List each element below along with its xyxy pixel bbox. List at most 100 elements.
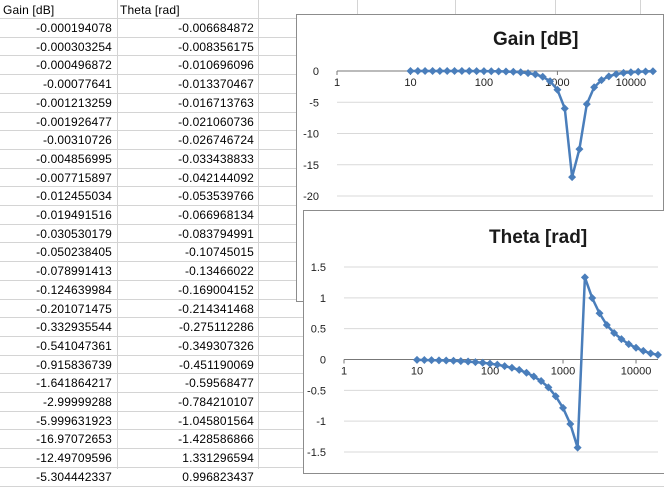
data-point xyxy=(573,443,582,452)
gain-cell[interactable]: -0.915836739 xyxy=(36,357,112,372)
theta-cell[interactable]: -0.042144092 xyxy=(178,170,254,185)
theta-cell[interactable]: -0.451190069 xyxy=(179,357,254,372)
data-point xyxy=(602,320,611,329)
data-point xyxy=(434,356,443,365)
data-point xyxy=(546,77,555,86)
x-tick-label: 1000 xyxy=(551,366,575,378)
theta-cell[interactable]: 1.331296594 xyxy=(182,451,254,466)
gain-cell[interactable]: -0.001213259 xyxy=(36,95,112,110)
theta-cell[interactable]: -0.066968134 xyxy=(178,208,254,222)
data-point xyxy=(653,350,662,359)
gain-cell[interactable]: -0.124639984 xyxy=(36,282,112,297)
y-tick-label: 0.5 xyxy=(311,324,326,336)
theta-chart[interactable]: Theta [rad] 1.5 1 0.5 0 -0.5 -1 -1.5 1 10 100 1000… xyxy=(303,210,664,474)
data-point xyxy=(641,67,650,76)
gain-cell[interactable]: -0.00310726 xyxy=(42,133,112,148)
data-point xyxy=(507,363,516,372)
data-point xyxy=(646,349,655,358)
data-point xyxy=(442,356,451,365)
data-point xyxy=(524,69,533,78)
data-point xyxy=(612,70,621,79)
y-tick-label: -15 xyxy=(303,160,319,172)
header-gain[interactable]: Gain [dB] xyxy=(3,3,55,17)
data-point xyxy=(427,356,436,365)
gain-cell[interactable]: -0.000303254 xyxy=(36,39,112,54)
x-tick-label: 10 xyxy=(411,366,423,378)
gain-cell[interactable]: -0.012455034 xyxy=(36,189,112,204)
data-point xyxy=(559,403,568,412)
data-point xyxy=(500,362,509,371)
data-point xyxy=(443,67,452,76)
theta-cell[interactable]: -1.045801564 xyxy=(178,413,254,428)
grid-column-line xyxy=(117,0,118,469)
theta-cell[interactable]: -0.016713763 xyxy=(178,95,254,110)
gain-cell[interactable]: -0.001926477 xyxy=(36,114,112,129)
y-tick-label: -10 xyxy=(303,129,319,141)
data-point xyxy=(435,67,444,76)
data-point xyxy=(560,104,569,113)
theta-cell[interactable]: -0.026746724 xyxy=(178,133,254,148)
gain-cell[interactable]: -0.000194078 xyxy=(36,21,112,35)
data-point xyxy=(582,100,591,109)
theta-cell[interactable]: -0.13466022 xyxy=(184,264,254,279)
data-point xyxy=(509,67,518,76)
data-point xyxy=(639,346,648,355)
data-point xyxy=(597,76,606,85)
theta-cell[interactable]: -0.169004152 xyxy=(178,282,254,297)
theta-cell[interactable]: -0.214341468 xyxy=(178,301,254,316)
data-point xyxy=(464,357,473,366)
gain-cell[interactable]: -0.050238405 xyxy=(36,245,112,260)
theta-cell[interactable]: -0.033438833 xyxy=(178,151,254,166)
theta-cell[interactable]: -1.428586866 xyxy=(178,432,254,447)
data-point xyxy=(626,68,635,77)
gain-cell[interactable]: -0.004856995 xyxy=(36,151,112,166)
gain-cell[interactable]: -0.00077641 xyxy=(42,77,112,92)
theta-cell[interactable]: -0.349307326 xyxy=(178,338,254,353)
data-point xyxy=(494,67,503,76)
theta-chart-title: Theta [rad] xyxy=(489,227,588,248)
gain-cell[interactable]: -0.019491516 xyxy=(36,208,112,222)
x-tick-label: 1 xyxy=(341,366,347,378)
gain-chart-title: Gain [dB] xyxy=(493,29,579,50)
theta-cell[interactable]: -0.010696096 xyxy=(178,58,254,73)
data-point xyxy=(479,67,488,76)
gain-cell[interactable]: -0.078991413 xyxy=(36,264,112,279)
data-point xyxy=(472,67,481,76)
gain-cell[interactable]: -5.999631923 xyxy=(36,413,112,428)
data-point xyxy=(486,359,495,368)
gain-cell[interactable]: -5.304442337 xyxy=(36,469,112,484)
theta-cell[interactable]: -0.10745015 xyxy=(184,245,254,260)
gain-cell[interactable]: -16.97072653 xyxy=(36,432,112,447)
data-point xyxy=(604,72,613,81)
x-tick-label: 10000 xyxy=(616,77,647,89)
gain-cell[interactable]: -0.201071475 xyxy=(36,301,112,316)
gain-cell[interactable]: -12.49709596 xyxy=(36,451,112,466)
gain-cell[interactable]: -0.332935544 xyxy=(36,320,112,335)
gain-cell[interactable]: -2.99999288 xyxy=(42,395,112,409)
gain-cell[interactable]: -0.030530179 xyxy=(36,226,112,241)
gain-cell[interactable]: -1.641864217 xyxy=(36,376,112,391)
theta-cell[interactable]: -0.784210107 xyxy=(178,395,254,409)
theta-cell[interactable]: -0.021060736 xyxy=(178,114,254,129)
theta-cell[interactable]: -0.006684872 xyxy=(178,21,254,35)
x-tick-label: 100 xyxy=(481,366,499,378)
gain-cell[interactable]: -0.541047361 xyxy=(36,338,112,353)
y-tick-label: -20 xyxy=(303,191,319,203)
data-point xyxy=(471,358,480,367)
theta-cell[interactable]: -0.083794991 xyxy=(178,226,254,241)
x-tick-label: 1 xyxy=(334,77,340,89)
theta-cell[interactable]: -0.013370467 xyxy=(178,77,254,92)
theta-cell[interactable]: -0.275112286 xyxy=(179,320,254,335)
theta-cell[interactable]: 0.996823437 xyxy=(182,469,254,484)
gain-cell[interactable]: -0.007715897 xyxy=(36,170,112,185)
data-point xyxy=(648,67,657,76)
data-point xyxy=(575,145,584,154)
theta-cell[interactable]: -0.59568477 xyxy=(184,376,254,391)
data-point xyxy=(529,372,538,381)
data-point xyxy=(566,419,575,428)
gain-cell[interactable]: -0.000496872 xyxy=(36,58,112,73)
theta-cell[interactable]: -0.008356175 xyxy=(178,39,254,54)
theta-cell[interactable]: -0.053539766 xyxy=(178,189,254,204)
grid-column-line xyxy=(258,0,259,469)
header-theta[interactable]: Theta [rad] xyxy=(120,3,180,17)
